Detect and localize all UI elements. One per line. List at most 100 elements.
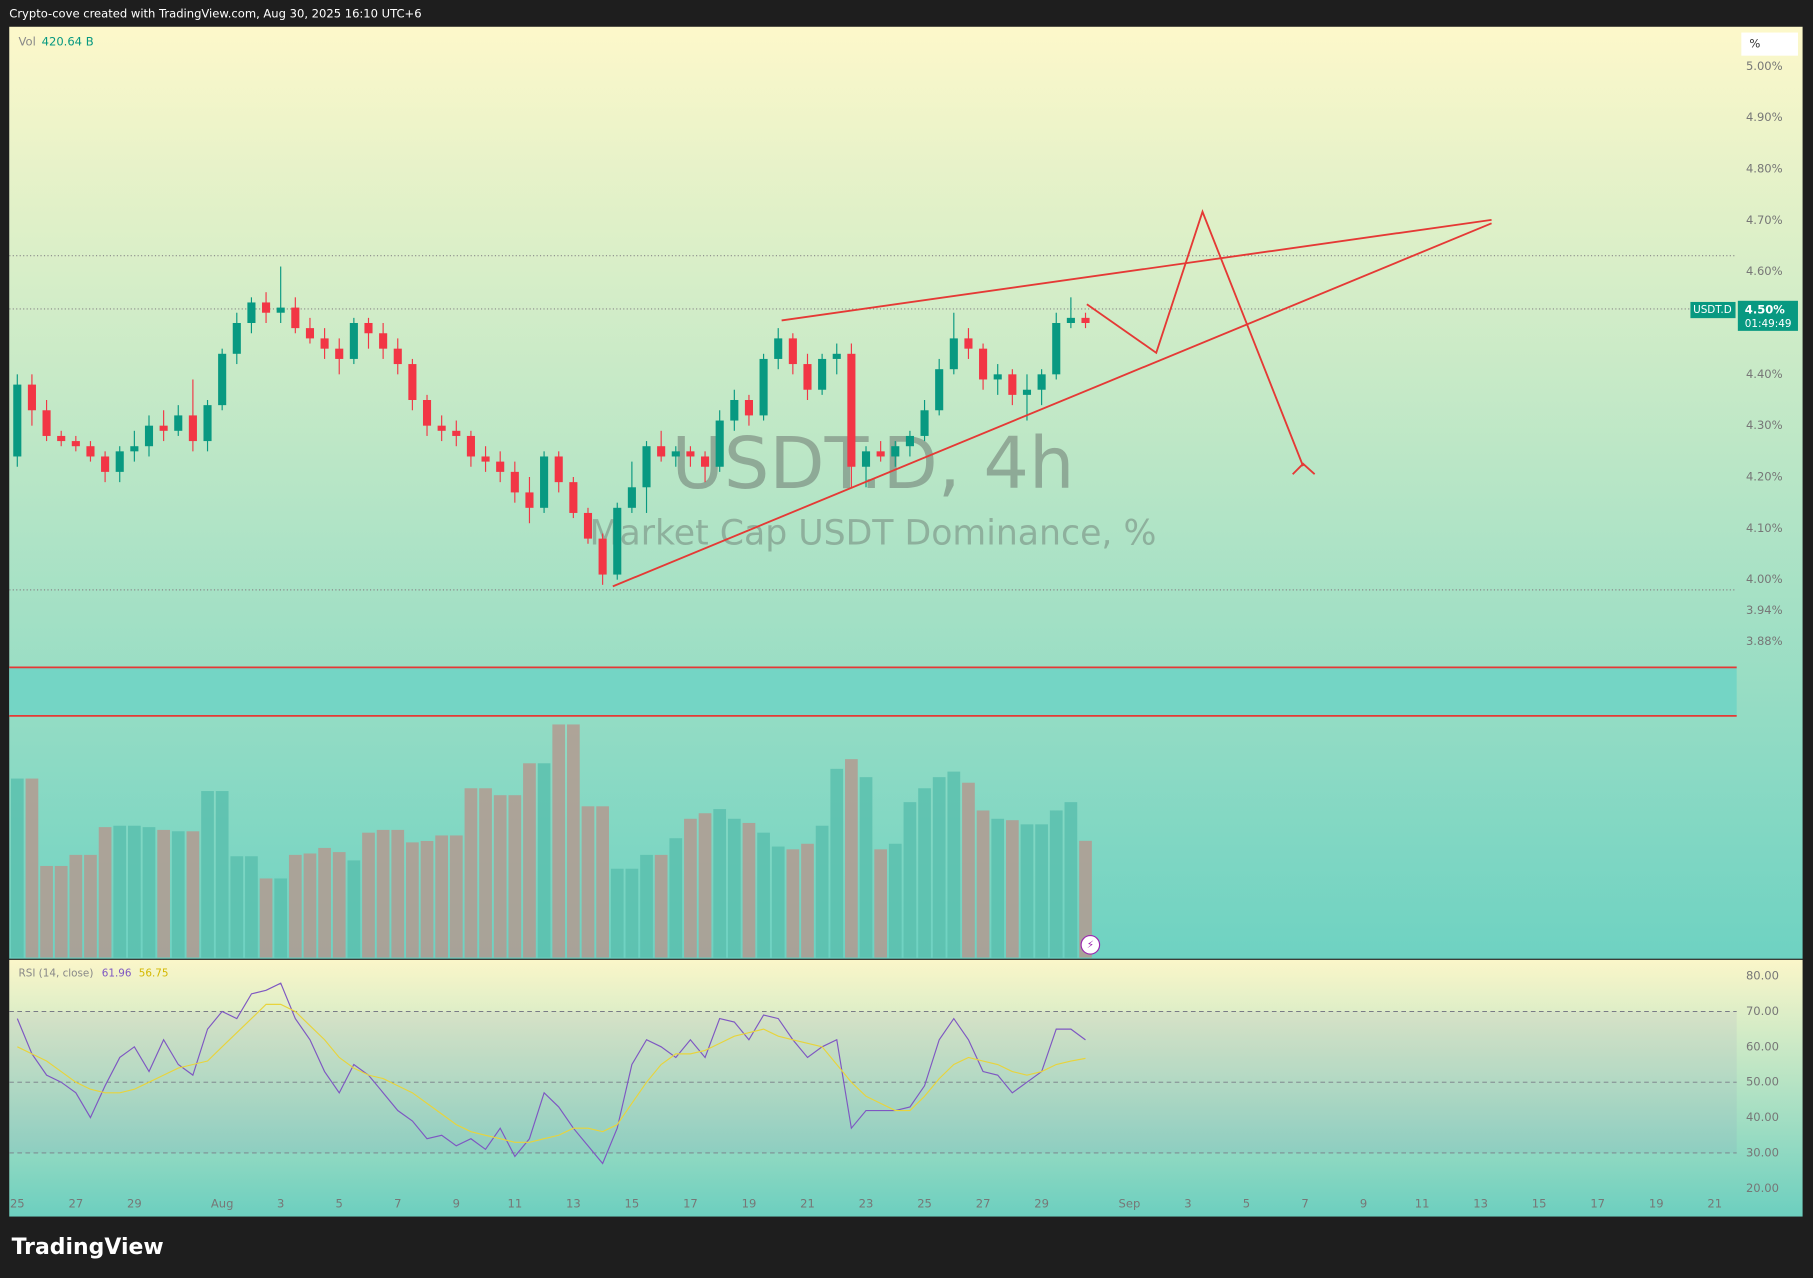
candle-body: [393, 348, 402, 365]
x-tick-label: 29: [1034, 1196, 1049, 1210]
projection: [1086, 209, 1304, 467]
x-tick-label: 25: [917, 1196, 932, 1210]
volume-bar: [786, 849, 800, 958]
x-tick-label: 27: [68, 1196, 83, 1210]
candle-body: [671, 451, 680, 457]
rsi: 80.00 70.00 60.00 50.00 40.00 30.00 20.00: [9, 969, 1779, 1195]
candle-body: [13, 384, 22, 457]
x-tick-label: 3: [1184, 1196, 1191, 1210]
y-tick-label: 4.90%: [1746, 110, 1783, 124]
candle-body: [1052, 322, 1061, 375]
volume-bar: [830, 768, 844, 958]
event-icon[interactable]: [1080, 935, 1101, 955]
candle-body: [496, 461, 505, 472]
candle-body: [598, 538, 607, 575]
candle-body: [203, 405, 212, 442]
volume-bar: [84, 854, 97, 958]
unit-label[interactable]: %: [1749, 37, 1760, 51]
candle-body: [71, 441, 80, 447]
unit-box[interactable]: [1741, 32, 1798, 56]
event-icon-glyph[interactable]: ⚡: [1087, 939, 1094, 951]
candle-body: [144, 425, 154, 447]
candle-body: [715, 420, 724, 467]
volume-bar: [669, 838, 683, 958]
y-tick-label: 4.40%: [1746, 367, 1783, 381]
x-tick-label: 23: [859, 1196, 874, 1210]
candle-body: [159, 425, 168, 431]
candle-body: [788, 338, 797, 365]
candle-body: [481, 456, 490, 462]
volume-bar: [654, 854, 668, 958]
candle-body: [540, 456, 549, 508]
rsi-line: [17, 1003, 1086, 1143]
volume-layer: [10, 724, 1092, 958]
volume-bar: [552, 724, 566, 958]
volume-bar: [1049, 810, 1063, 958]
x-tick-label: 9: [1360, 1196, 1367, 1210]
volume-bar: [69, 854, 83, 958]
x-tick-label: 3: [277, 1196, 284, 1210]
watermark-subtitle: Market Cap USDT Dominance, %: [590, 513, 1157, 553]
volume-bar: [727, 818, 741, 958]
y-tick-label: 60.00: [1746, 1039, 1779, 1053]
y-tick-label: 4.80%: [1746, 161, 1783, 175]
x-tick-label: 11: [1415, 1196, 1430, 1210]
volume-bar: [54, 865, 68, 958]
candle-body: [1008, 374, 1017, 395]
header: Crypto-cove created with TradingView.com…: [9, 7, 421, 21]
candle-body: [525, 492, 534, 508]
volume-bar: [1079, 840, 1092, 958]
y-tick-label: 4.30%: [1746, 418, 1783, 432]
volume-bar: [274, 878, 288, 958]
volume-bar: [142, 827, 156, 958]
volume-bar: [742, 822, 756, 958]
y-tick-label: 80.00: [1746, 969, 1779, 983]
x-tick-label: 21: [800, 1196, 815, 1210]
candle-body: [115, 451, 124, 472]
volume-bar: [698, 813, 712, 958]
volume-bar: [215, 791, 229, 958]
rsi-line: [16, 982, 1086, 1165]
volume-bar: [332, 852, 346, 958]
y-tick-label: 3.94%: [1746, 603, 1783, 617]
volume-bar: [947, 771, 961, 958]
candle-body: [188, 415, 197, 442]
candle-body: [847, 353, 856, 467]
x-tick-label: 5: [336, 1196, 343, 1210]
candle-body: [861, 451, 871, 467]
candle-body: [42, 410, 51, 436]
volume-bar: [157, 829, 170, 958]
volume-bar: [420, 840, 434, 958]
volume-bar: [757, 832, 770, 958]
candle-body: [744, 400, 754, 416]
rsi-ma-value: 56.75: [139, 968, 169, 980]
candle-body: [364, 322, 373, 334]
x-tick-label: Sep: [1119, 1196, 1141, 1210]
volume-bar: [684, 818, 697, 958]
symbol-tag-text: USDT.D: [1693, 304, 1732, 316]
volume-bar: [406, 842, 419, 958]
volume-bar: [932, 777, 946, 958]
candle-body: [335, 348, 344, 359]
candle-body: [57, 435, 66, 442]
volume-bar: [303, 853, 317, 958]
volume-bar: [479, 788, 492, 958]
candle-body: [408, 364, 417, 401]
volume-bar: [1020, 824, 1034, 958]
volume-bar: [566, 724, 580, 958]
wedge-lower: [612, 222, 1492, 588]
x-tick-label: 9: [453, 1196, 460, 1210]
y-tick-label: 5.00%: [1746, 59, 1783, 73]
candle-body: [554, 456, 563, 483]
x-tick-label: 17: [683, 1196, 698, 1210]
volume-bar: [449, 835, 463, 958]
volume-bar: [713, 809, 727, 958]
candle-body: [1081, 317, 1090, 323]
volume-bar: [537, 763, 551, 958]
x-tick-label: 19: [742, 1196, 757, 1210]
volume-bar: [362, 832, 375, 958]
price-tag: [1737, 300, 1798, 331]
volume-bar: [815, 825, 829, 958]
candle-body: [891, 446, 900, 457]
